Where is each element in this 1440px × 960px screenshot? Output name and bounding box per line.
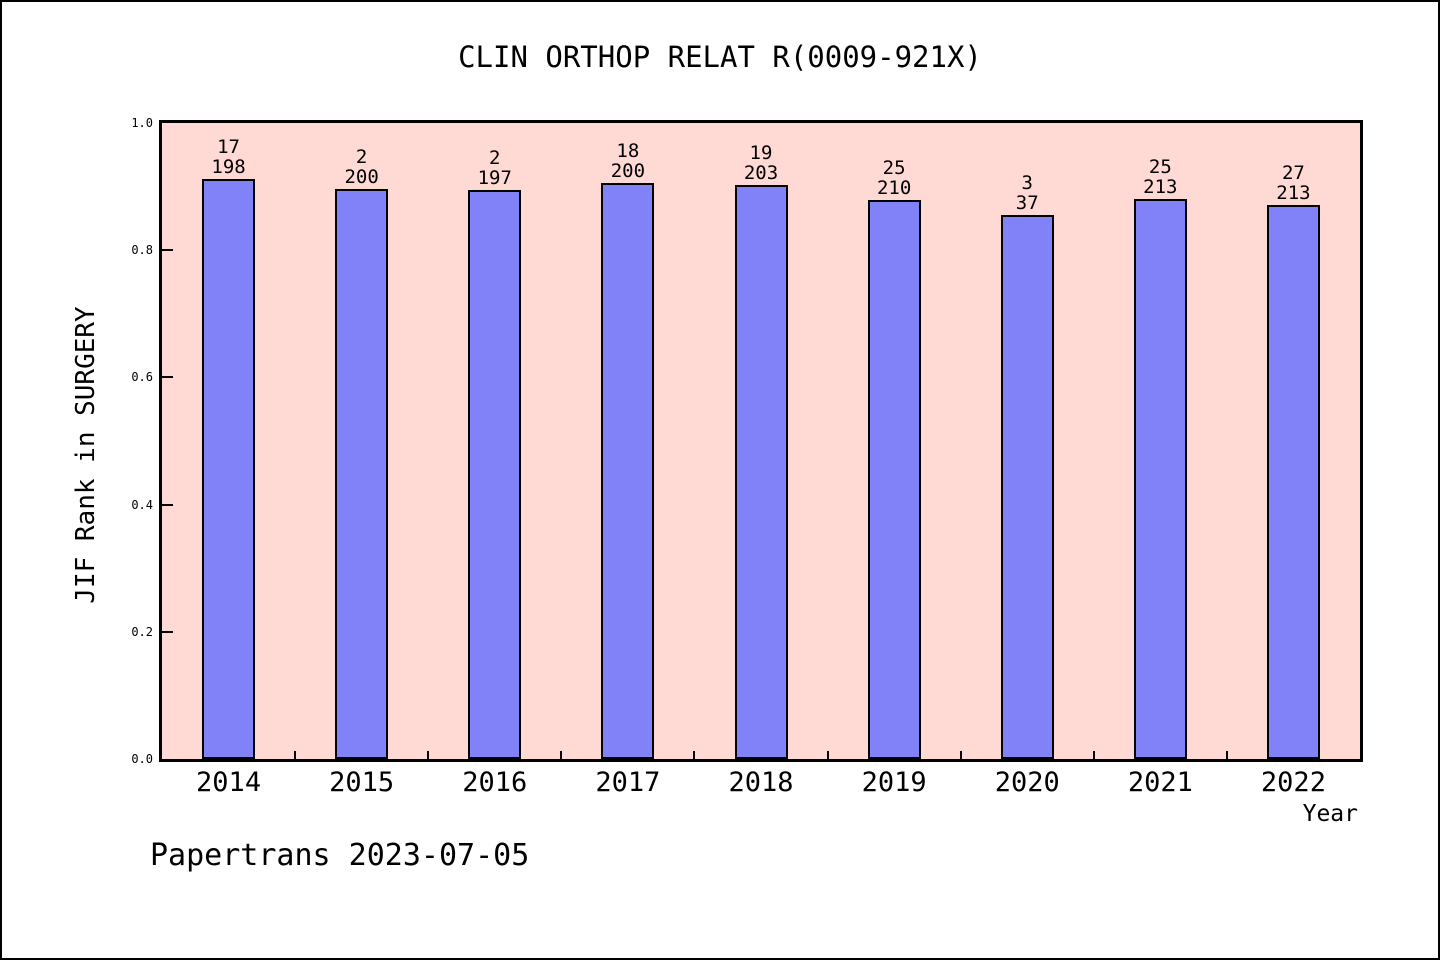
y-axis-label: JIF Rank in SURGERY [71, 306, 101, 604]
bar-2017 [601, 182, 655, 759]
plot-area: Year 0.0 0.2 0.4 0.6 0.8 1.0 17 198 2014 2 200 2015… [131, 116, 1363, 827]
bar-2016 [468, 189, 522, 759]
bar-rank-value: 19 [749, 141, 773, 164]
x-tick-label-2014: 2014 [196, 767, 262, 798]
y-tick-mark [162, 630, 173, 633]
bar-value-label: 25 213 [1090, 157, 1230, 197]
x-tick-label-2015: 2015 [329, 767, 395, 798]
bar-total-value: 213 [1276, 182, 1311, 205]
x-tick-label-2016: 2016 [462, 767, 528, 798]
bar-value-label: 17 198 [159, 137, 299, 177]
x-axis-label: Year [1302, 801, 1358, 827]
bar-rank-value: 3 [1021, 172, 1033, 195]
footer-watermark: Papertrans 2023-07-05 [150, 838, 530, 873]
bar-2014 [202, 178, 256, 759]
bar-value-label: 25 210 [824, 158, 964, 198]
x-tick-label-2017: 2017 [595, 767, 661, 798]
x-tick-mark [959, 751, 962, 759]
bar-rank-value: 2 [489, 146, 501, 169]
y-tick-label: 0.2 [131, 624, 153, 639]
y-tick-label: 1.0 [131, 116, 153, 130]
bar-total-value: 200 [610, 159, 646, 182]
chart-title: CLIN ORTHOP RELAT R(0009-921X) [458, 40, 982, 74]
bar-total-value: 203 [743, 161, 779, 184]
x-tick-mark [294, 751, 297, 759]
bar-rank-value: 25 [882, 156, 906, 179]
bar-2020 [1000, 215, 1054, 759]
bar-rank-value: 17 [217, 135, 240, 158]
y-tick-mark [162, 249, 173, 252]
bar-2018 [734, 184, 788, 759]
y-tick-label: 0.8 [131, 243, 153, 258]
bar-2015 [335, 188, 389, 759]
y-tick-label: 0.0 [131, 752, 153, 766]
y-tick-label: 0.6 [131, 370, 153, 385]
bar-value-label: 18 200 [558, 141, 698, 181]
x-tick-mark [560, 751, 563, 759]
x-tick-mark [427, 751, 430, 759]
bar-total-value: 210 [876, 176, 912, 199]
x-tick-label-2020: 2020 [994, 767, 1060, 798]
bar-2021 [1133, 199, 1187, 759]
y-tick-mark [162, 376, 173, 379]
bar-rank-value: 2 [355, 145, 368, 168]
x-tick-mark [1092, 751, 1095, 759]
x-tick-label-2022: 2022 [1260, 767, 1326, 798]
bar-value-label: 3 37 [957, 173, 1097, 213]
bar-rank-value: 18 [616, 139, 640, 162]
x-tick-mark [826, 751, 829, 759]
bar-2019 [867, 199, 921, 759]
bar-total-value: 200 [344, 165, 379, 188]
bar-total-value: 213 [1143, 176, 1178, 199]
bar-value-label: 19 203 [691, 143, 831, 183]
x-tick-mark [693, 751, 696, 759]
bar-2022 [1266, 205, 1320, 759]
y-tick-label: 0.4 [131, 497, 153, 512]
bar-total-value: 198 [211, 155, 246, 178]
bar-rank-value: 27 [1281, 162, 1305, 185]
x-tick-label-2018: 2018 [728, 767, 794, 798]
bar-rank-value: 25 [1148, 156, 1172, 179]
bar-total-value: 197 [477, 166, 512, 189]
bar-value-label: 2 197 [425, 148, 565, 188]
x-tick-mark [1225, 751, 1228, 759]
x-tick-label-2021: 2021 [1127, 767, 1193, 798]
x-tick-label-2019: 2019 [861, 767, 927, 798]
bar-value-label: 27 213 [1223, 163, 1363, 203]
bar-total-value: 37 [1015, 192, 1039, 215]
y-tick-mark [162, 503, 173, 506]
bar-value-label: 2 200 [292, 147, 432, 187]
